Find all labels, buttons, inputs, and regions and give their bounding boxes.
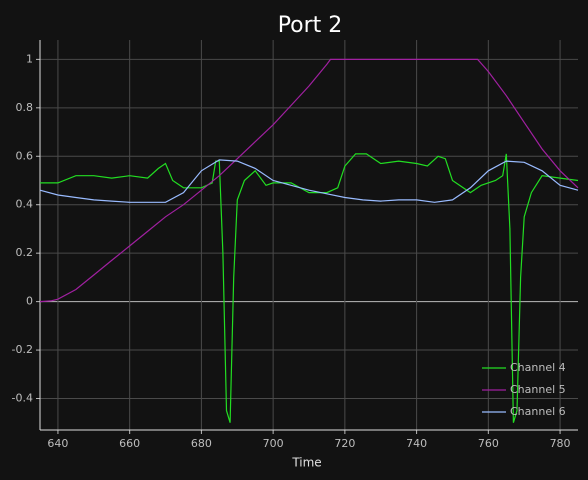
y-tick-label: 0.6: [16, 149, 34, 162]
y-tick-label: 0.4: [16, 198, 34, 211]
x-tick-label: 680: [191, 437, 212, 450]
y-tick-label: 0.8: [16, 101, 34, 114]
x-tick-label: 720: [334, 437, 355, 450]
y-tick-label: -0.4: [12, 392, 33, 405]
x-tick-label: 780: [550, 437, 571, 450]
legend-label: Channel 5: [510, 383, 566, 396]
chart-title: Port 2: [278, 13, 343, 38]
y-tick-label: 1: [26, 52, 33, 65]
x-tick-label: 760: [478, 437, 499, 450]
series-line: [39, 159, 579, 203]
y-tick-label: -0.2: [12, 343, 33, 356]
x-axis-label: Time: [291, 456, 321, 470]
legend-label: Channel 6: [510, 405, 566, 418]
series-line: [40, 153, 579, 423]
x-tick-label: 640: [47, 437, 68, 450]
x-tick-label: 660: [119, 437, 140, 450]
y-tick-label: 0.2: [16, 246, 34, 259]
y-tick-label: 0: [26, 295, 33, 308]
x-tick-label: 700: [263, 437, 284, 450]
x-tick-label: 740: [406, 437, 427, 450]
series-line: [39, 58, 579, 303]
legend-label: Channel 4: [510, 361, 566, 374]
